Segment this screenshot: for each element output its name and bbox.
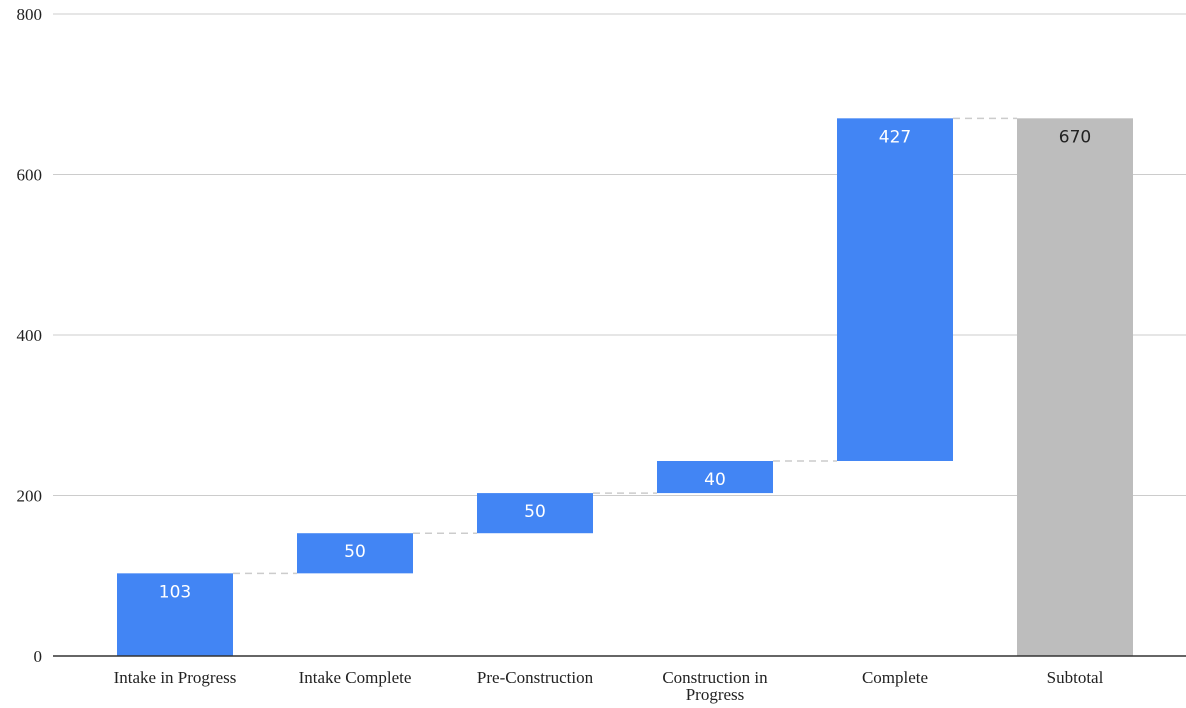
increase-bar — [297, 533, 413, 574]
data-label: 103 — [159, 582, 191, 602]
y-tick-label: 600 — [17, 166, 43, 185]
gridlines — [53, 13, 1186, 496]
x-category-label: Construction in Progress — [662, 668, 768, 704]
increase-bar — [837, 118, 953, 461]
x-category-label-line: Construction in — [662, 668, 768, 687]
data-label: 670 — [1059, 127, 1091, 147]
data-label: 50 — [524, 502, 546, 522]
x-category-label-line: Intake in Progress — [114, 668, 237, 687]
data-label: 427 — [879, 127, 911, 147]
data-labels: 103 50 50 40 427 670 — [159, 127, 1091, 602]
x-category-label: Intake Complete — [299, 668, 412, 687]
bars — [117, 118, 1133, 656]
x-category-label: Intake in Progress — [114, 668, 237, 687]
increase-bar — [117, 573, 233, 656]
y-tick-label: 0 — [34, 647, 43, 666]
y-tick-label: 400 — [17, 326, 43, 345]
data-label: 50 — [344, 542, 366, 562]
x-category-label: Subtotal — [1047, 668, 1104, 687]
increase-bar — [477, 493, 593, 534]
x-category-label-line: Intake Complete — [299, 668, 412, 687]
subtotal-bar — [1017, 118, 1133, 656]
connector-lines — [233, 117, 1017, 575]
x-category-label-line: Subtotal — [1047, 668, 1104, 687]
x-category-label-line: Complete — [862, 668, 928, 687]
y-axis-tick-labels: 0 200 400 600 800 — [17, 5, 43, 666]
x-category-label: Complete — [862, 668, 928, 687]
data-label: 40 — [704, 470, 726, 490]
increase-bar — [657, 460, 773, 494]
x-axis-category-labels: Intake in Progress Intake Complete Pre-Con… — [114, 668, 1104, 704]
x-category-label-line: Progress — [686, 685, 745, 704]
x-category-label-line: Pre-Construction — [477, 668, 594, 687]
y-tick-label: 200 — [17, 487, 43, 506]
x-category-label: Pre-Construction — [477, 668, 594, 687]
y-tick-label: 800 — [17, 5, 43, 24]
